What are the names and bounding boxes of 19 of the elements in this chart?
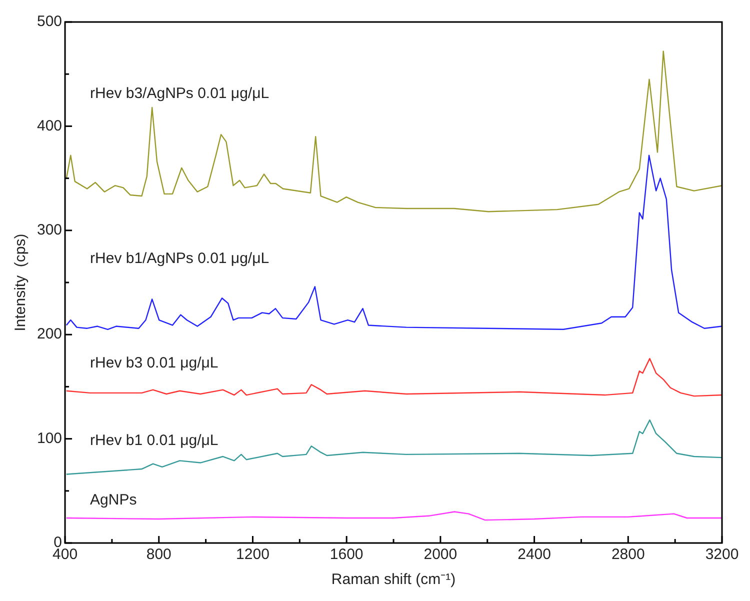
text: rHev b1/AgNPs 0.01 μg/μL — [90, 250, 270, 267]
y-tick-label: 100 — [36, 430, 62, 447]
x-tick-label: 3200 — [705, 546, 739, 564]
x-tick-label: 2000 — [424, 546, 458, 564]
series-label: AgNPs — [90, 492, 137, 509]
x-tick-label: 1600 — [330, 546, 364, 564]
series-label: rHev b1 0.01 μg/μL — [90, 432, 218, 449]
x-tick-label: 2800 — [611, 546, 645, 564]
y-tick-label: 400 — [36, 117, 62, 134]
x-tick-label: 2400 — [518, 546, 551, 564]
y-tick-label: 500 — [36, 13, 62, 30]
x-tick-label: 1200 — [236, 546, 270, 564]
y-tick-label: 300 — [36, 222, 62, 239]
text: rHev b3/AgNPs 0.01 μg/μL — [90, 84, 270, 102]
x-tick-label: 800 — [146, 546, 172, 564]
x-axis-title: Raman shift (cm⁻¹) — [331, 571, 456, 588]
y-axis-title: Intensity (cps) — [12, 234, 30, 332]
y-tick-label: 200 — [36, 326, 62, 343]
series-label: rHev b3 0.01 μg/μL — [90, 354, 218, 372]
